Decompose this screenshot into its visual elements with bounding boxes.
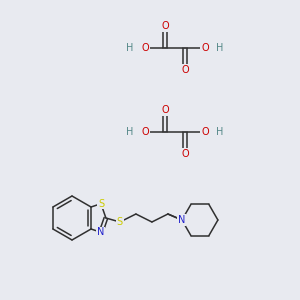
Text: O: O <box>141 127 149 137</box>
Text: H: H <box>216 43 224 53</box>
Text: S: S <box>98 199 104 209</box>
Text: O: O <box>181 149 189 159</box>
Text: O: O <box>201 127 209 137</box>
Text: H: H <box>216 127 224 137</box>
Text: H: H <box>126 127 134 137</box>
Text: N: N <box>178 215 186 225</box>
Text: N: N <box>97 227 105 237</box>
Text: S: S <box>117 217 123 227</box>
Text: O: O <box>161 21 169 31</box>
Text: N: N <box>178 215 186 225</box>
Text: H: H <box>126 43 134 53</box>
Text: O: O <box>201 43 209 53</box>
Text: O: O <box>141 43 149 53</box>
Text: O: O <box>161 105 169 115</box>
Text: O: O <box>181 65 189 75</box>
